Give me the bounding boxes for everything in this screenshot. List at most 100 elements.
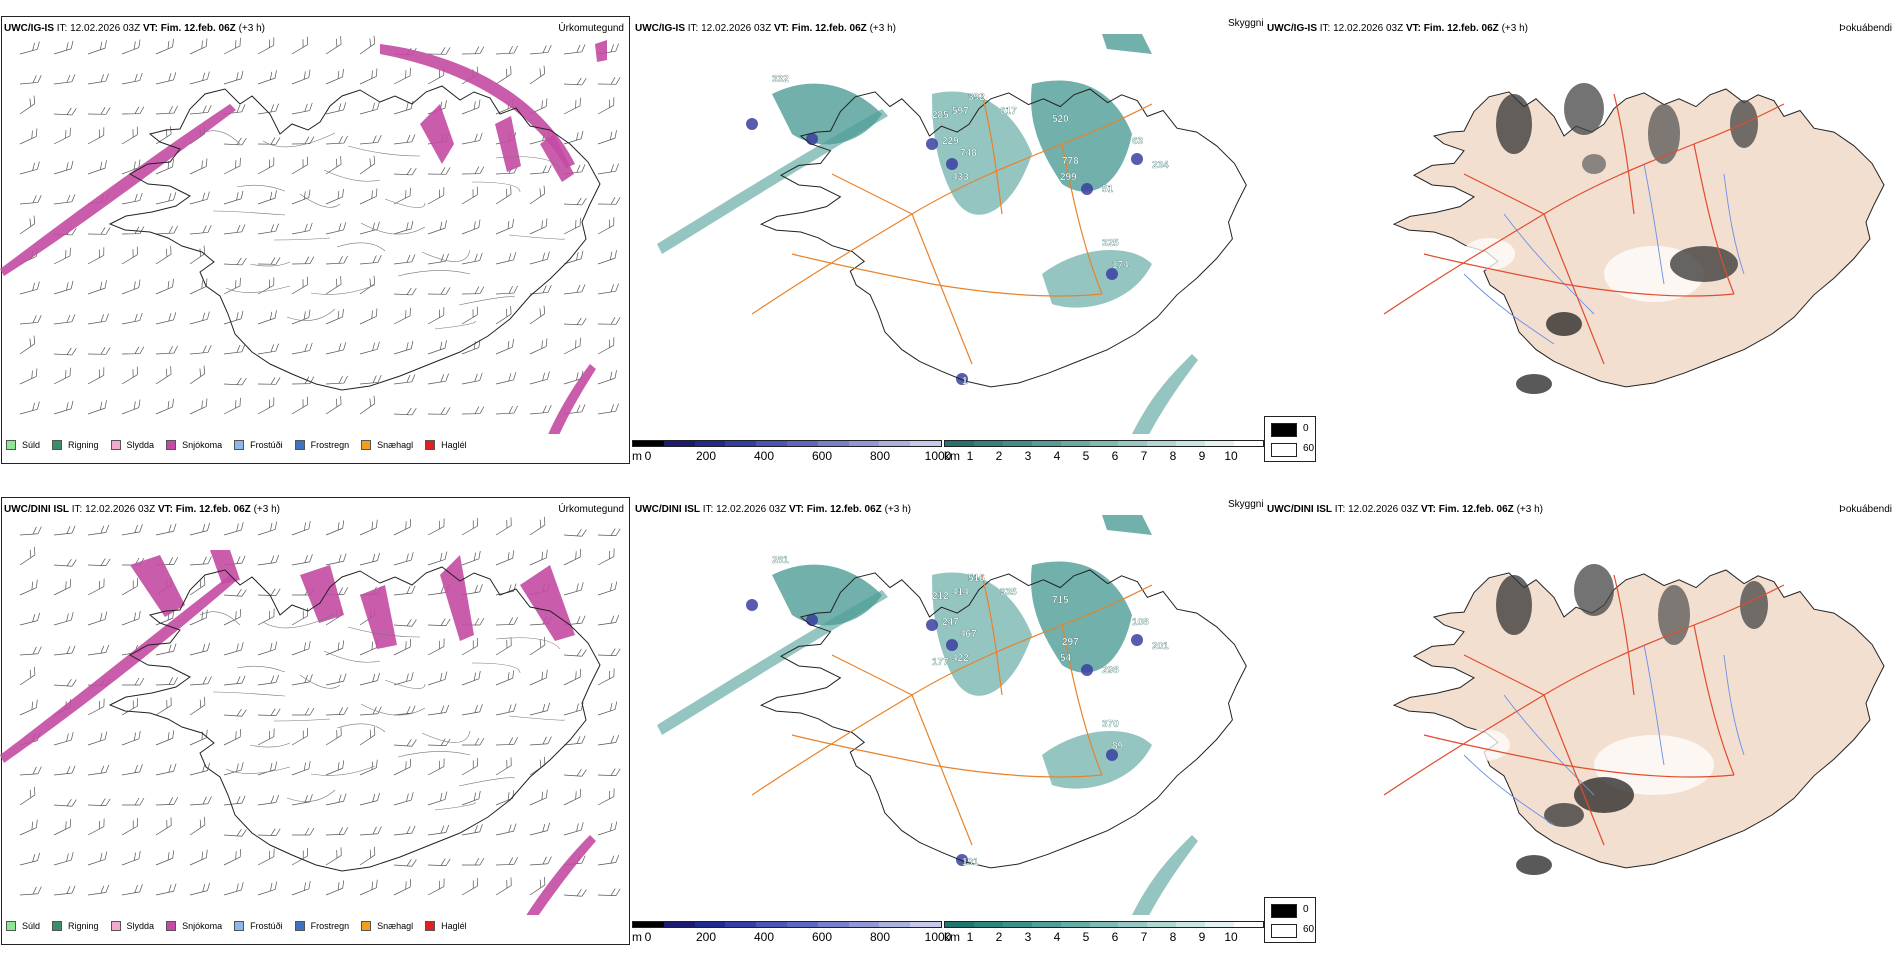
visibility-tick: 8 [1170, 930, 1177, 944]
snow-band [210, 550, 240, 584]
visibility-tick: 2 [996, 930, 1003, 944]
wind-barb [86, 852, 109, 865]
elevation-bin [695, 441, 726, 446]
wind-barb [392, 672, 415, 685]
wind-barb [188, 883, 211, 895]
visibility-value: 617 [1000, 106, 1017, 117]
wind-barb [290, 521, 313, 535]
visibility-tick: 6 [1112, 449, 1119, 463]
wind-barb [493, 670, 516, 685]
low-elevation-spot [806, 133, 818, 145]
wind-barb [289, 728, 312, 745]
visibility-bin [1061, 441, 1090, 446]
wind-barb [496, 46, 518, 54]
wind-barb [153, 279, 176, 294]
snow-bands [0, 40, 607, 434]
wind-barb [323, 189, 346, 204]
wind-barb [17, 580, 40, 595]
wind-barb [255, 608, 278, 625]
wind-barb [288, 37, 310, 54]
elevation-bar [632, 440, 942, 447]
visibility-value: 1 [962, 376, 968, 387]
wind-barb [190, 676, 212, 685]
fog-area [1730, 100, 1758, 148]
wind-barb [459, 878, 482, 895]
visibility-tick: 5 [1083, 930, 1090, 944]
wind-barb [323, 760, 346, 775]
fog-area [1658, 585, 1690, 645]
wind-barb [154, 72, 177, 84]
visibility-bin [1176, 922, 1205, 927]
wind-barb [562, 822, 585, 835]
legend-swatch [361, 921, 371, 931]
wind-barb [458, 187, 480, 204]
legend-item: Súld [6, 921, 40, 931]
wind-barb [292, 708, 314, 715]
terrain-line [287, 790, 335, 802]
wind-barb [598, 768, 620, 776]
visibility-bin [1147, 922, 1176, 927]
wind-barb [326, 256, 348, 264]
wind-barb [425, 878, 448, 895]
snow-band [0, 575, 236, 763]
visibility-panel: UWC/DINI ISL IT: 12.02.2026 03Z VT: Fim.… [632, 495, 1264, 963]
fog-area [1496, 575, 1532, 635]
wind-barb [85, 818, 108, 835]
low-elevation-spot [1131, 634, 1143, 646]
wind-barb [87, 645, 110, 655]
legend-swatch [425, 440, 435, 450]
wind-barb [258, 708, 280, 716]
wind-barb [322, 276, 344, 294]
wind-barb [458, 307, 480, 324]
visibility-bin [945, 922, 974, 927]
wind-barb [460, 671, 483, 685]
wind-barb [597, 404, 620, 414]
wind-barb [492, 306, 514, 324]
wind-barb [495, 824, 518, 835]
wind-barb [88, 798, 110, 806]
wind-barb [428, 47, 450, 54]
elevation-bin [664, 441, 695, 446]
wind-barb [394, 407, 416, 415]
legend-label: Slydda [127, 440, 155, 450]
wind-barb [121, 764, 144, 775]
wind-barb [427, 825, 450, 835]
wind-barb [596, 702, 619, 715]
wind-barb [462, 858, 484, 865]
elevation-tick: 600 [812, 449, 832, 463]
wind-barb [121, 193, 144, 204]
visibility-value: 297 [1062, 637, 1079, 648]
terrain-line [324, 170, 380, 181]
wind-barb [152, 126, 174, 144]
wind-barb [86, 40, 109, 54]
terrain-line [435, 321, 475, 329]
fog-area [1496, 94, 1532, 154]
wind-barb [462, 287, 484, 294]
visibility-value: 281 [772, 555, 789, 566]
wind-barb [564, 77, 586, 85]
wind-barb [426, 552, 449, 565]
fog-high-label: 0 [1303, 904, 1309, 915]
wind-barb [324, 102, 347, 114]
wind-barb [426, 220, 449, 234]
elevation-unit: m [632, 449, 642, 463]
wind-barb [357, 520, 380, 535]
wind-barb [291, 794, 314, 805]
visibility-tick: 7 [1141, 449, 1148, 463]
visibility-value: 229 [942, 136, 959, 147]
wind-barb [54, 798, 76, 807]
visibility-bin [1205, 922, 1234, 927]
fog-area [1564, 83, 1604, 135]
visibility-value: 520 [1052, 114, 1069, 125]
wind-barb [392, 341, 415, 354]
terrain-line [311, 285, 375, 294]
wind-barb [52, 732, 75, 745]
fog-low-label: 60 [1303, 443, 1314, 454]
wind-barb [19, 315, 42, 324]
wind-barb [17, 368, 40, 384]
wind-barb [392, 552, 415, 565]
wind-barb [527, 670, 550, 685]
